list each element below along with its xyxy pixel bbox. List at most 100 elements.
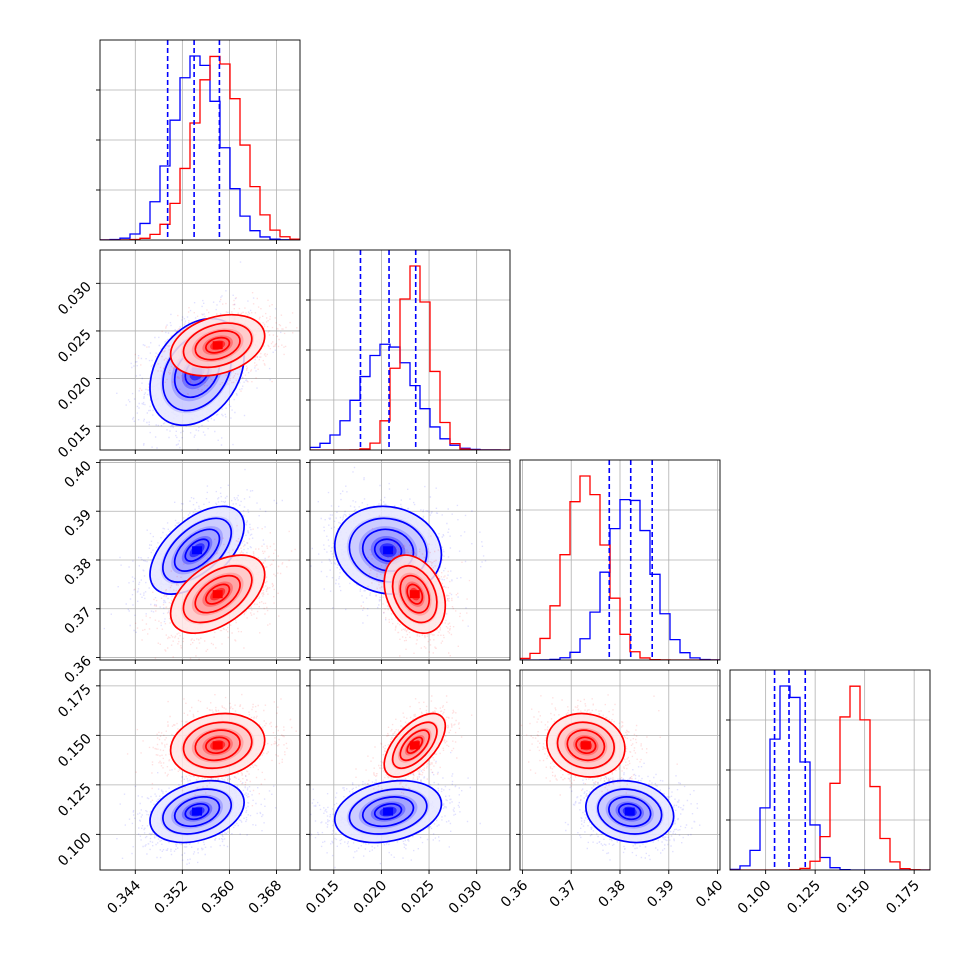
contour-line-1-2 <box>566 729 606 762</box>
y-tick-label: 0.100 <box>55 830 95 870</box>
density-peak-1 <box>409 590 420 599</box>
histogram-panel-0 <box>100 40 300 240</box>
x-tick-label: 0.020 <box>351 878 391 918</box>
histogram-series-0 <box>730 685 930 870</box>
contour-line-1-3 <box>575 736 597 755</box>
x-tick-label: 0.360 <box>199 878 239 918</box>
panel-frame <box>99 39 301 241</box>
x-tick-label: 0.38 <box>595 878 628 911</box>
contour-line-1-3 <box>205 583 231 605</box>
contour-line-1-1 <box>182 322 253 369</box>
y-tick-label: 0.40 <box>61 458 94 491</box>
x-tick-label: 0.40 <box>693 878 726 911</box>
x-tick-label: 0.368 <box>246 878 286 918</box>
contour-line-1-2 <box>194 329 241 361</box>
scatter-panel-3-2 <box>520 670 720 870</box>
contour-line-0-2 <box>173 796 221 828</box>
contour-line-1-0 <box>169 313 266 377</box>
contour-line-0-2 <box>361 796 415 828</box>
contour-line-0-2 <box>608 796 652 828</box>
contour-line-0-0 <box>333 779 443 844</box>
y-tick-label: 0.175 <box>55 681 95 721</box>
x-tick-label: 0.030 <box>446 878 486 918</box>
panel-frame <box>99 249 301 451</box>
y-tick-label: 0.025 <box>55 326 95 366</box>
contour-line-0-3 <box>373 538 403 563</box>
density-peak-0 <box>383 807 394 816</box>
contour-line-1-0 <box>383 554 447 635</box>
x-tick-label: 0.175 <box>883 878 923 918</box>
histogram-series-1 <box>100 55 300 240</box>
density-peak-1 <box>212 741 223 750</box>
contour-line-0-3 <box>184 803 210 821</box>
contour-line-0-0 <box>149 779 245 844</box>
histogram-series-0 <box>100 55 300 240</box>
y-tick-label: 0.150 <box>55 731 95 771</box>
x-tick-label: 0.015 <box>303 878 343 918</box>
density-peak-1 <box>580 741 591 750</box>
y-tick-label: 0.015 <box>55 422 95 462</box>
contour-line-0-0 <box>585 779 675 844</box>
contour-line-1-1 <box>556 721 615 770</box>
x-tick-label: 0.39 <box>644 878 677 911</box>
histogram-panel-2 <box>520 460 720 660</box>
contour-line-1-2 <box>194 729 241 762</box>
x-tick-label: 0.37 <box>547 878 580 911</box>
panel-frame <box>309 249 511 451</box>
x-tick-label: 0.150 <box>834 878 874 918</box>
scatter-panel-2-0 <box>100 460 300 660</box>
scatter-panel-2-1 <box>310 460 510 660</box>
x-tick-label: 0.344 <box>104 877 144 917</box>
y-tick-label: 0.030 <box>55 279 95 319</box>
contour-line-1-0 <box>169 554 266 635</box>
contour-line-1-1 <box>182 721 253 770</box>
contour-line-0-1 <box>348 517 428 583</box>
panel-frame <box>309 669 511 871</box>
histogram-panel-1 <box>310 250 510 450</box>
contour-line-0-3 <box>184 538 210 563</box>
contour-line-0-1 <box>162 788 233 835</box>
contour-line-0-1 <box>597 788 663 835</box>
contour-line-1-0 <box>545 712 626 778</box>
y-tick-label: 0.37 <box>61 604 94 637</box>
x-tick-label: 0.125 <box>784 878 824 918</box>
histogram-series-0 <box>520 499 720 660</box>
contour-line-0-3 <box>373 803 403 821</box>
contour-line-1-3 <box>205 736 231 755</box>
contour-line-1-1 <box>182 565 253 624</box>
x-tick-label: 0.36 <box>498 877 531 910</box>
contour-line-1-0 <box>169 712 266 778</box>
density-peak-1 <box>212 341 223 350</box>
scatter-points-0 <box>310 466 487 627</box>
contour-line-0-2 <box>173 528 221 572</box>
contour-line-0-0 <box>333 505 443 595</box>
panels: 0.0150.0200.0250.0300.360.370.380.390.40… <box>55 39 931 918</box>
y-tick-label: 0.125 <box>55 780 95 820</box>
y-tick-label: 0.36 <box>61 653 94 686</box>
panel-frame <box>99 669 301 871</box>
density-peak-0 <box>192 546 203 555</box>
contour-line-1-2 <box>194 574 241 614</box>
density-peak-1 <box>212 590 223 599</box>
density-peak-0 <box>624 807 635 816</box>
x-tick-label: 0.025 <box>398 878 438 918</box>
contour-line-1-2 <box>399 574 431 614</box>
contour-line-1-2 <box>399 729 431 762</box>
scatter-panel-3-1 <box>310 670 510 870</box>
density-peak-0 <box>192 807 203 816</box>
x-tick-label: 0.100 <box>735 878 775 918</box>
histogram-panel-3 <box>730 670 930 870</box>
y-tick-label: 0.38 <box>61 556 94 589</box>
histogram-series-0 <box>310 343 510 450</box>
contour-line-1-3 <box>205 336 231 354</box>
scatter-points-1 <box>134 525 296 660</box>
scatter-panel-1-0 <box>100 250 300 450</box>
scatter-panel-3-0 <box>100 670 300 870</box>
density-peak-1 <box>409 741 420 750</box>
y-tick-label: 0.020 <box>55 374 95 414</box>
contour-line-0-3 <box>617 803 642 821</box>
contour-line-1-0 <box>383 712 447 778</box>
y-tick-label: 0.39 <box>61 507 94 540</box>
panel-frame <box>729 669 931 871</box>
